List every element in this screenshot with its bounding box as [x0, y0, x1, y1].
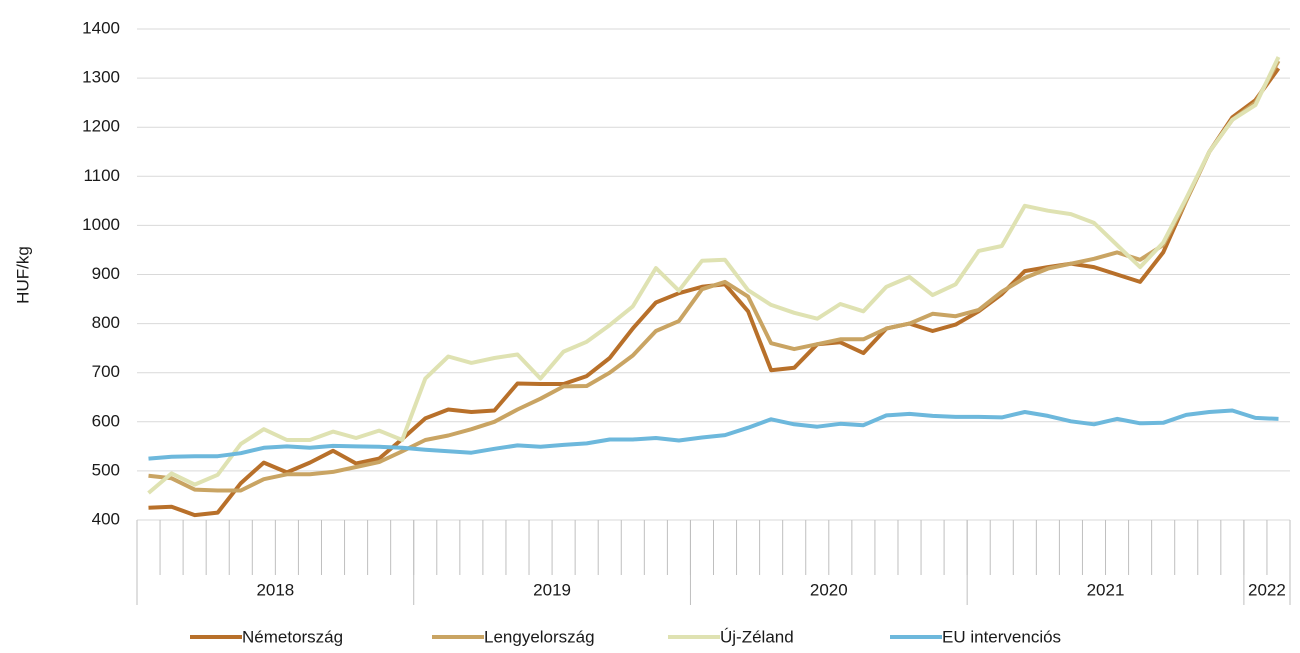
y-tick-label: 700 [92, 362, 120, 381]
y-tick-label: 800 [92, 313, 120, 332]
y-tick-label: 400 [92, 509, 120, 528]
y-tick-label: 1000 [82, 215, 120, 234]
series-line [147, 56, 1281, 495]
x-group-label: 2022 [1248, 580, 1286, 599]
y-tick-label: 600 [92, 411, 120, 430]
y-tick-label: 900 [92, 264, 120, 283]
legend-label: Lengyelország [484, 627, 595, 646]
legend-label: Új-Zéland [720, 627, 794, 646]
series-line [148, 408, 1279, 461]
y-tick-label: 500 [92, 460, 120, 479]
y-tick-label: 1100 [83, 166, 120, 185]
y-tick-label: 1400 [82, 18, 120, 37]
x-group-label: 2020 [810, 580, 848, 599]
legend-label: Németország [242, 627, 343, 646]
y-axis-label: HUF/kg [13, 246, 32, 304]
x-group-label: 2019 [533, 580, 571, 599]
y-tick-label: 1300 [82, 68, 120, 87]
x-group-label: 2018 [256, 580, 294, 599]
x-group-label: 2021 [1087, 580, 1125, 599]
series-line [148, 59, 1281, 493]
y-tick-label: 1200 [82, 117, 120, 136]
legend-label: EU intervenciós [942, 627, 1061, 646]
